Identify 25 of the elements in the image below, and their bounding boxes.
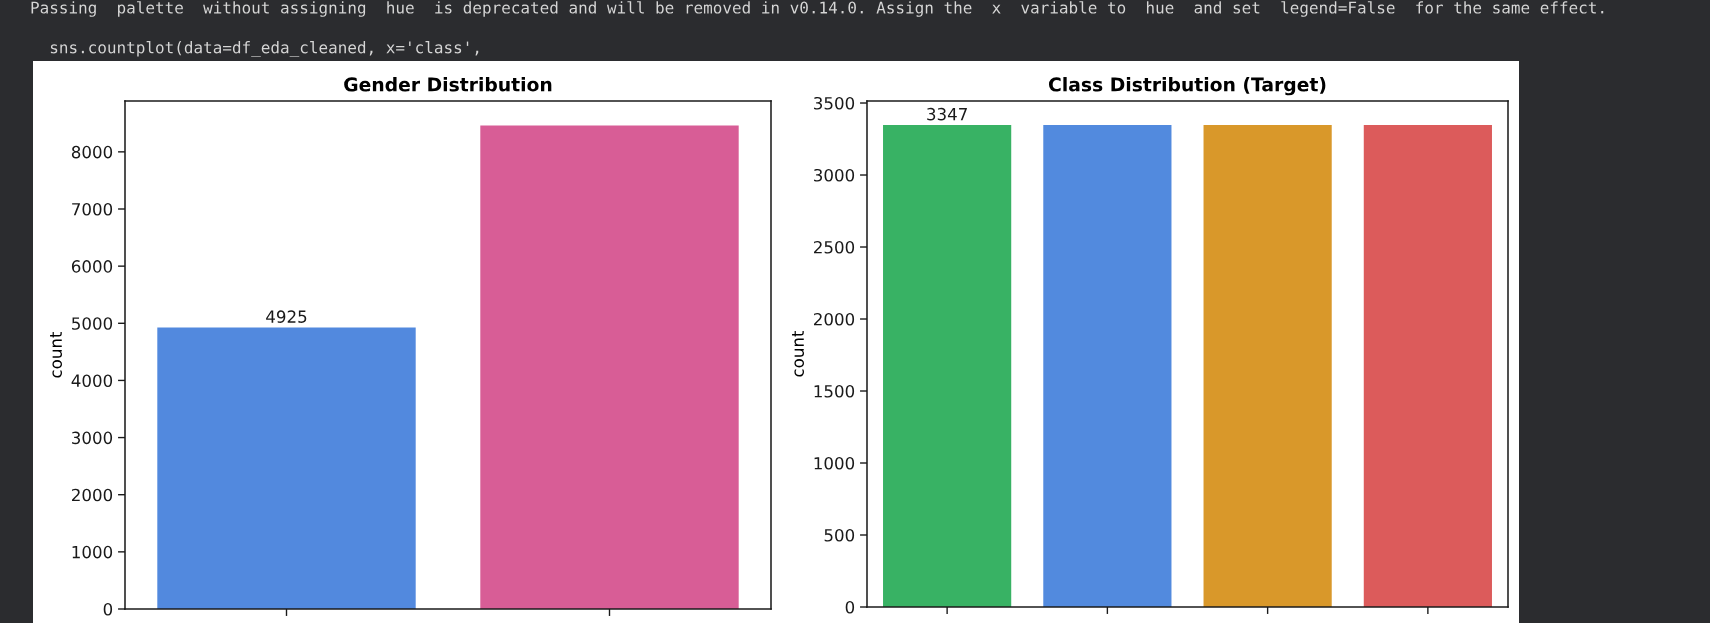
- y-tick-label: 0: [845, 600, 855, 614]
- y-tick-label: 1000: [814, 456, 855, 470]
- y-tick-label: 8000: [71, 145, 113, 159]
- y-tick-label: 1000: [72, 545, 113, 559]
- text: Passing palette without assigning hue is deprecated and will be removed in v0.14.0. Assign the x variable to hue and set legend=False for the same effect.: [31, 1, 1604, 17]
- data-label: 3347: [927, 107, 967, 121]
- y-tick-label: 3000: [814, 168, 855, 182]
- y-tick-label: 2000: [72, 488, 113, 502]
- y-tick-label: 2500: [814, 240, 855, 254]
- chart-title: Gender Distribution: [344, 77, 552, 92]
- y-tick-label: 0: [103, 602, 113, 616]
- y-tick-label: 4000: [71, 374, 113, 387]
- y-tick-label: 6000: [71, 260, 113, 273]
- text: sns.countplot(data=df_eda_cleaned, x='class',: [50, 41, 479, 57]
- y-tick-label: 1500: [814, 384, 855, 398]
- y-tick-label: 500: [824, 528, 855, 542]
- y-tick-label: 2000: [814, 312, 855, 326]
- y-tick-label: 7000: [72, 202, 113, 216]
- y-axis-title: count: [50, 331, 62, 378]
- y-tick-label: 5000: [72, 317, 113, 330]
- y-axis-title: count: [792, 330, 804, 377]
- chart-title: Class Distribution (Target): [1048, 77, 1326, 96]
- y-tick-label: 3500: [814, 96, 855, 110]
- data-label: 4925: [266, 310, 307, 323]
- y-tick-label: 3000: [72, 431, 113, 445]
